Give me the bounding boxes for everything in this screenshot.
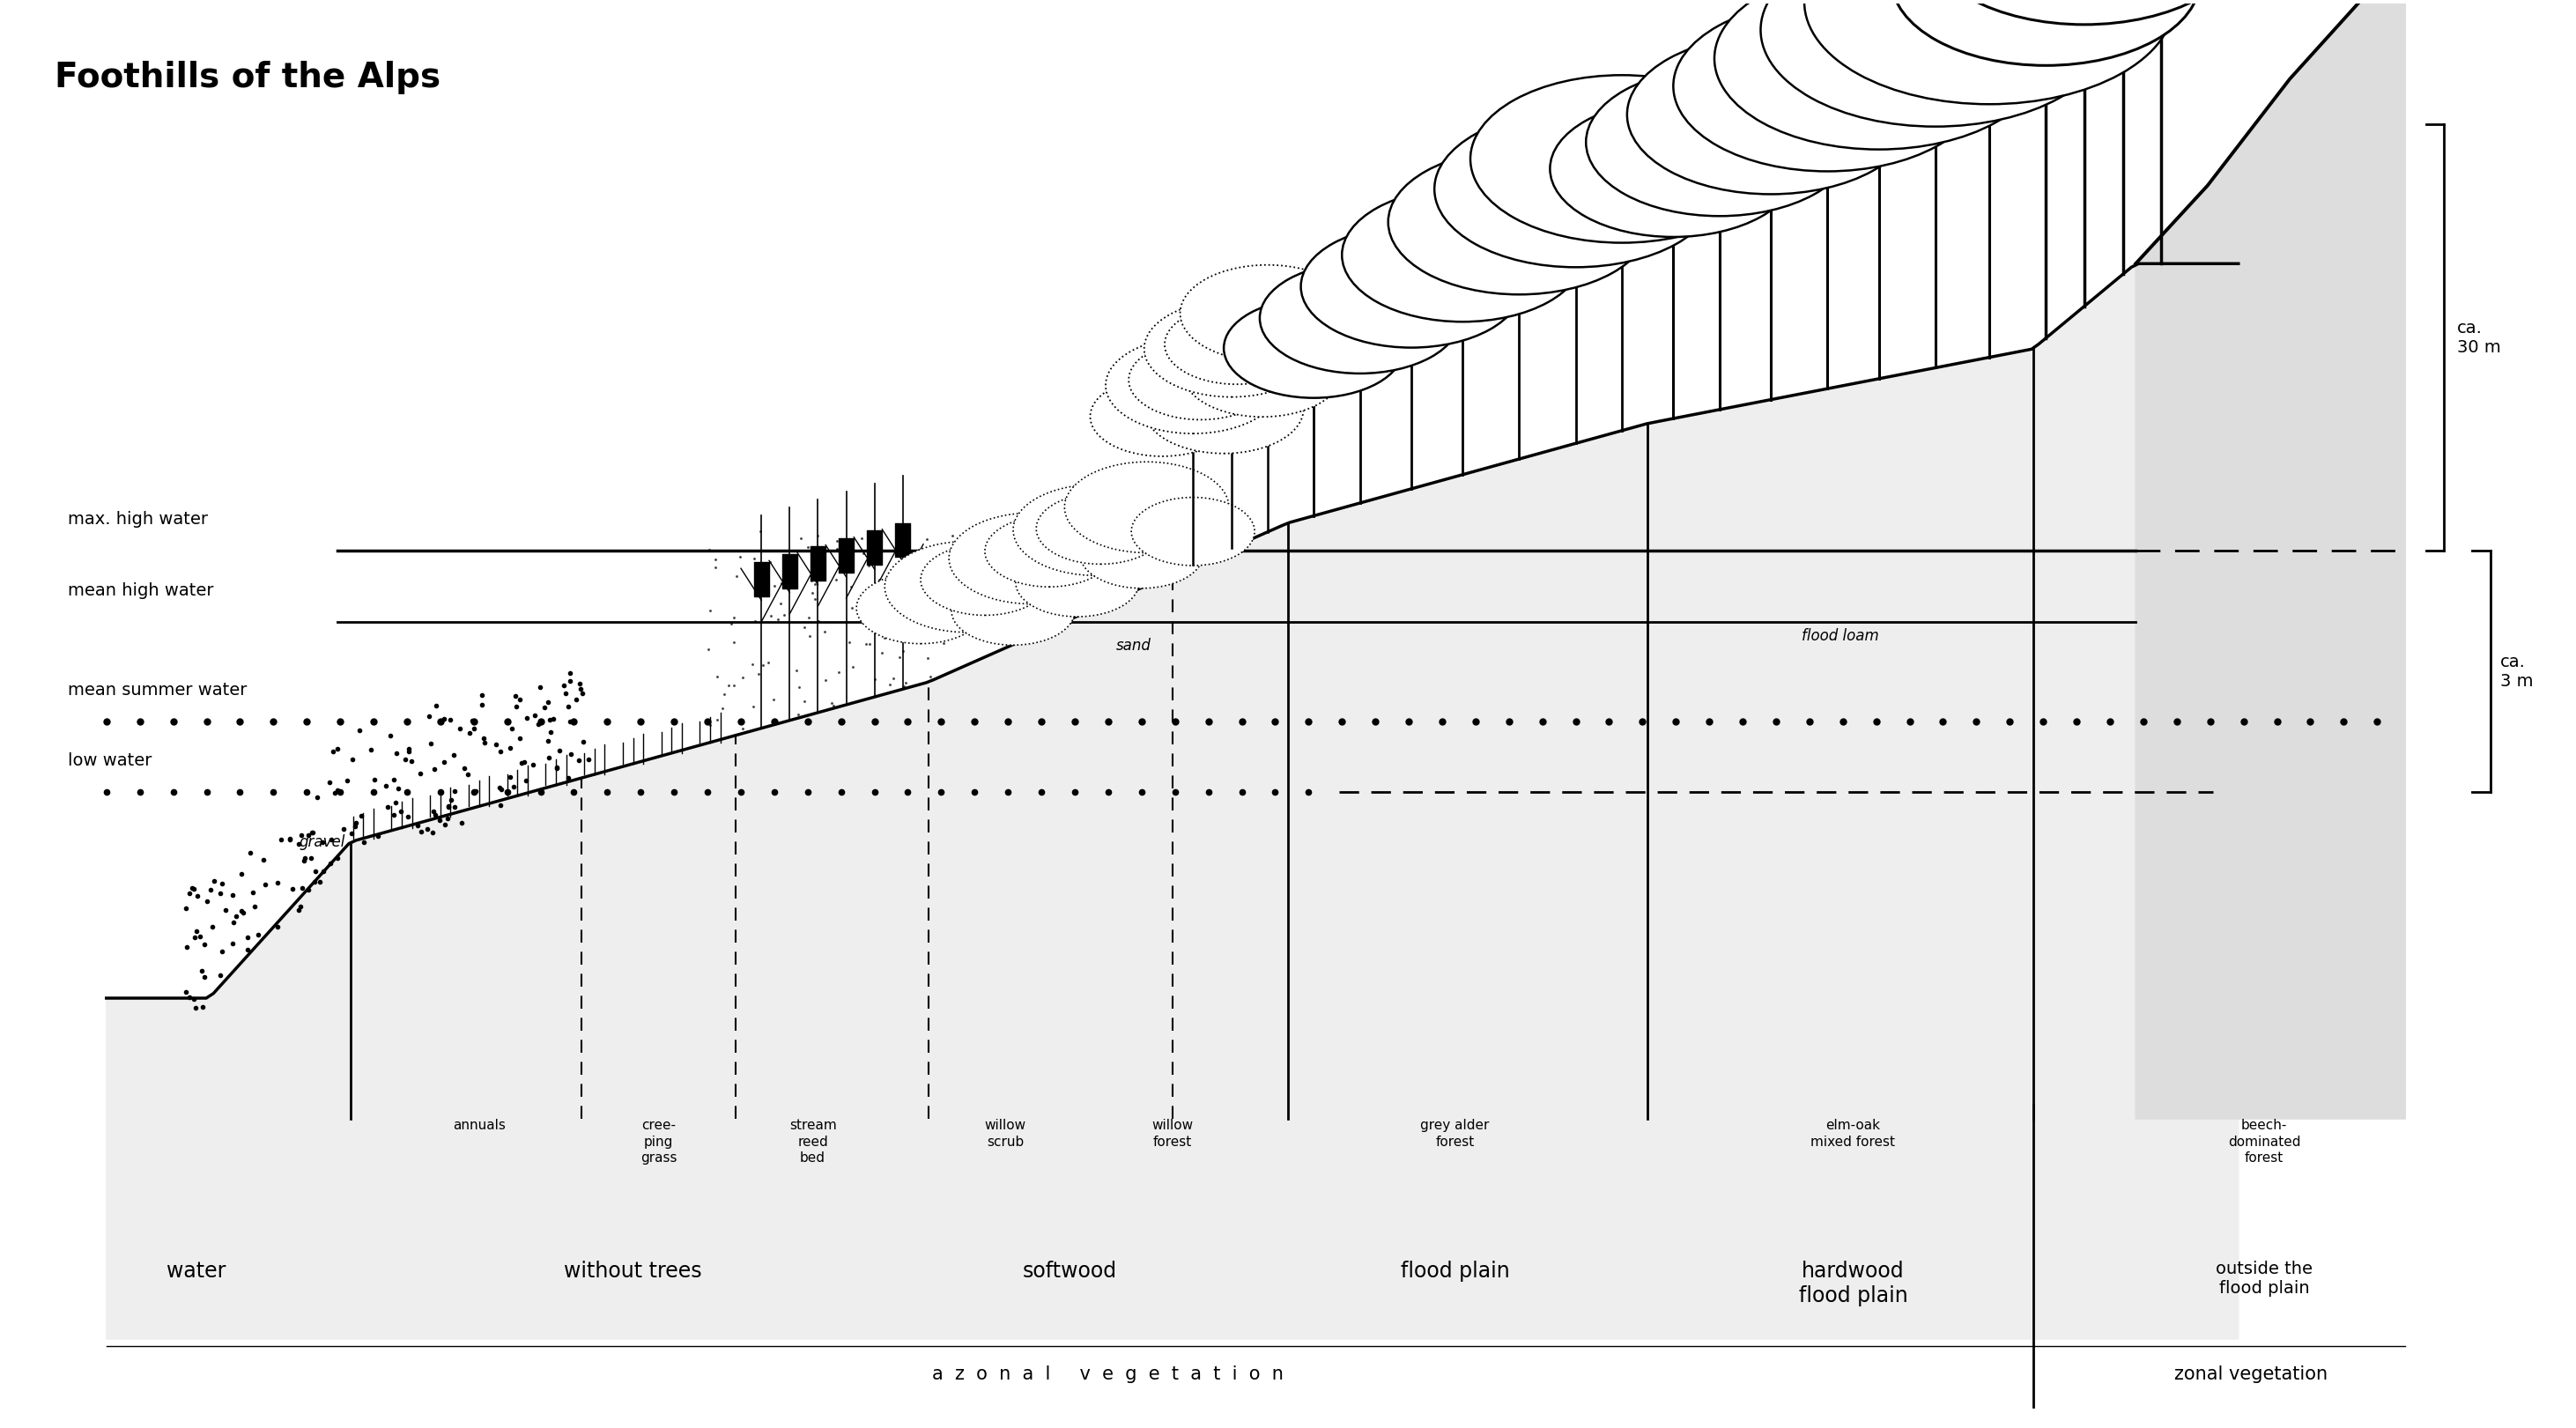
Circle shape [884, 541, 1048, 633]
Text: grey alder
forest: grey alder forest [1419, 1120, 1489, 1148]
Circle shape [1144, 366, 1303, 454]
Text: mean high water: mean high water [67, 583, 214, 598]
Text: ca.
30 m: ca. 30 m [2458, 320, 2501, 356]
Circle shape [1674, 1, 1981, 171]
Circle shape [1342, 188, 1584, 321]
Text: beech-
dominated
forest: beech- dominated forest [2228, 1120, 2300, 1165]
Polygon shape [2136, 0, 2406, 1120]
Text: hardwood
flood plain: hardwood flood plain [1798, 1261, 1909, 1307]
Circle shape [1090, 377, 1234, 457]
Text: without trees: without trees [564, 1261, 703, 1282]
Circle shape [1128, 340, 1273, 420]
Text: ca.
3 m: ca. 3 m [2501, 654, 2532, 690]
Circle shape [1551, 100, 1795, 237]
Text: flood plain: flood plain [1401, 1261, 1510, 1282]
Text: flood loam: flood loam [1801, 628, 1878, 644]
Text: water: water [167, 1261, 227, 1282]
Text: willow
forest: willow forest [1151, 1120, 1193, 1148]
Text: outside the
flood plain: outside the flood plain [2215, 1261, 2313, 1297]
Text: zonal vegetation: zonal vegetation [2174, 1365, 2329, 1384]
Circle shape [1891, 0, 2200, 66]
Circle shape [1388, 150, 1651, 294]
Circle shape [1218, 293, 1378, 381]
Circle shape [1435, 111, 1718, 267]
Circle shape [1224, 298, 1404, 398]
Circle shape [1260, 263, 1461, 374]
Circle shape [948, 513, 1113, 604]
Circle shape [1922, 0, 2246, 24]
Text: annuals: annuals [453, 1120, 505, 1132]
Circle shape [1803, 0, 2174, 104]
Text: elm-oak
mixed forest: elm-oak mixed forest [1811, 1120, 1896, 1148]
Circle shape [1079, 520, 1203, 588]
Circle shape [1164, 304, 1309, 384]
Text: sand: sand [1115, 638, 1151, 654]
Circle shape [1012, 484, 1177, 575]
Circle shape [1471, 76, 1772, 243]
Text: mean summer water: mean summer water [67, 681, 247, 698]
Text: stream
reed
bed: stream reed bed [788, 1120, 837, 1165]
Circle shape [1182, 328, 1342, 417]
Polygon shape [106, 264, 2239, 1339]
Circle shape [1759, 0, 2110, 127]
Circle shape [1301, 226, 1522, 347]
Circle shape [920, 544, 1048, 615]
Circle shape [1064, 461, 1229, 553]
Text: Foothills of the Alps: Foothills of the Alps [54, 60, 440, 94]
Circle shape [1144, 300, 1319, 397]
Circle shape [1036, 493, 1164, 564]
Text: a  z  o  n  a  l     v  e  g  e  t  a  t  i  o  n: a z o n a l v e g e t a t i o n [933, 1365, 1283, 1384]
Circle shape [951, 577, 1074, 645]
Circle shape [855, 573, 984, 644]
Circle shape [1587, 69, 1852, 216]
Text: gravel: gravel [299, 834, 345, 850]
Circle shape [1716, 0, 2043, 150]
Circle shape [1628, 36, 1914, 194]
Text: softwood: softwood [1023, 1261, 1118, 1282]
Text: low water: low water [67, 753, 152, 770]
Circle shape [1015, 548, 1139, 617]
Circle shape [1131, 497, 1255, 565]
Text: willow
scrub: willow scrub [984, 1120, 1025, 1148]
Text: max. high water: max. high water [67, 511, 209, 528]
Circle shape [1180, 266, 1355, 361]
Circle shape [1105, 337, 1280, 434]
Circle shape [984, 516, 1113, 587]
Text: cree-
ping
grass: cree- ping grass [641, 1120, 677, 1165]
